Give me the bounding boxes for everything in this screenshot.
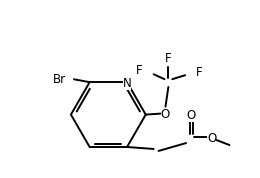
Text: Br: Br [53,73,66,86]
Text: F: F [165,53,172,66]
Text: F: F [196,66,203,79]
Text: O: O [186,109,196,122]
Text: N: N [123,77,131,90]
Text: O: O [161,108,170,121]
Text: O: O [207,132,216,145]
Text: F: F [136,64,143,77]
